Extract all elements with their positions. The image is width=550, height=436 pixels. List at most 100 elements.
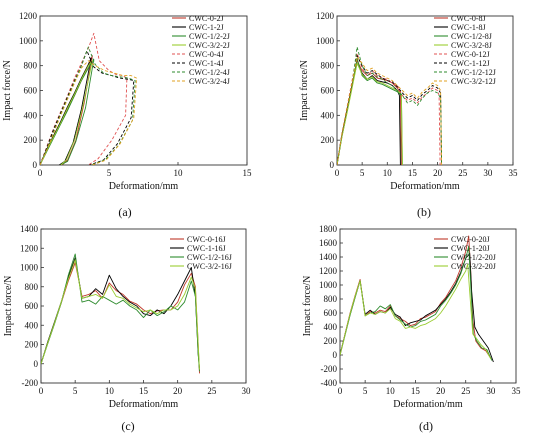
- legend-label: CWC-1/2-20J: [451, 253, 496, 262]
- y-tick-label: 0: [333, 350, 338, 360]
- series-line: [41, 259, 200, 370]
- series-group: [41, 253, 200, 374]
- y-tick-label: 800: [24, 61, 38, 71]
- caption-a: (a): [118, 205, 131, 219]
- legend-label: CWC-3/2-20J: [451, 262, 496, 271]
- y-tick-label: 200: [25, 340, 39, 350]
- y-tick-label: 1200: [19, 11, 38, 21]
- legend-label: CWC-3/2-8J: [451, 41, 492, 50]
- y-tick-label: 1800: [319, 224, 338, 234]
- series-line: [41, 253, 200, 372]
- y-tick-label: 1000: [319, 280, 338, 290]
- y-tick-label: 600: [324, 308, 338, 318]
- y-tick-label: 1400: [319, 252, 338, 262]
- y-axis-label: Impact force/N: [299, 60, 310, 121]
- plot-frame: [339, 228, 517, 384]
- series-line: [337, 46, 443, 165]
- series-line: [41, 262, 200, 374]
- x-axis-label: Deformation/mm: [109, 181, 179, 192]
- y-tick-label: 400: [321, 110, 335, 120]
- x-tick-label: 30: [242, 386, 252, 396]
- legend: CWC-0-8JCWC-1-8JCWC-1/2-8JCWC-3/2-8JCWC-…: [434, 14, 496, 86]
- legend-label: CWC-0-4J: [189, 50, 224, 59]
- series-line: [41, 257, 200, 369]
- y-tick-label: 200: [324, 336, 338, 346]
- x-tick-label: 15: [243, 168, 253, 178]
- legend: CWC-0-2JCWC-1-2JCWC-1/2-2JCWC-3/2-2JCWC-…: [172, 14, 230, 86]
- legend-label: CWC-3/2-4J: [189, 77, 230, 86]
- legend-label: CWC-1-4J: [189, 59, 224, 68]
- y-tick-label: 1400: [20, 224, 39, 234]
- x-tick-label: 10: [383, 168, 393, 178]
- x-tick-label: 5: [363, 386, 368, 396]
- x-tick-label: 25: [207, 386, 217, 396]
- x-tick-label: 5: [360, 168, 365, 178]
- x-tick-label: 5: [73, 386, 78, 396]
- y-tick-label: 1200: [20, 243, 39, 253]
- series-group: [40, 32, 138, 165]
- caption-b: (b): [417, 205, 431, 219]
- y-tick-label: 0: [33, 160, 38, 170]
- legend-label: CWC-0-20J: [451, 235, 490, 244]
- legend-label: CWC-0-16J: [187, 235, 226, 244]
- panel-a: 0 200 400 600 800 1000 1200 0 5 10 15 Deformation/m…: [2, 11, 252, 192]
- x-tick-label: 0: [39, 386, 44, 396]
- y-axis-label: Impact force/N: [2, 60, 13, 121]
- y-tick-label: 200: [321, 135, 335, 145]
- y-tick-label: 200: [24, 135, 38, 145]
- series-line: [40, 59, 95, 165]
- legend-label: CWC-1/2-2J: [189, 32, 230, 41]
- x-tick-label: 15: [139, 386, 149, 396]
- series-line: [340, 263, 492, 360]
- y-tick-label: 1000: [316, 36, 335, 46]
- y-tick-label: 0: [34, 359, 39, 369]
- series-line: [337, 56, 443, 165]
- caption-c: (c): [121, 419, 134, 433]
- y-tick-label: 1200: [319, 266, 338, 276]
- legend-label: CWC-1/2-4J: [189, 68, 230, 77]
- x-tick-label: 0: [335, 168, 340, 178]
- y-tick-label: -400: [321, 378, 338, 388]
- legend-label: CWC-1-20J: [451, 244, 490, 253]
- x-tick-label: 20: [436, 386, 446, 396]
- y-tick-label: 600: [25, 301, 39, 311]
- plot-frame: [336, 15, 514, 166]
- x-axis-label: Deformation/mm: [393, 399, 463, 410]
- legend-label: CWC-1-16J: [187, 244, 226, 253]
- y-tick-label: 400: [24, 110, 38, 120]
- series-line: [40, 32, 128, 165]
- x-tick-label: 30: [483, 168, 493, 178]
- y-tick-label: 800: [321, 61, 335, 71]
- series-group: [337, 46, 443, 165]
- legend-label: CWC-3/2-2J: [189, 41, 230, 50]
- x-tick-label: 25: [458, 168, 468, 178]
- y-tick-label: 600: [24, 86, 38, 96]
- x-tick-label: 30: [486, 386, 496, 396]
- y-axis-label: Impact force/N: [302, 276, 313, 337]
- x-tick-label: 15: [408, 168, 418, 178]
- legend-label: CWC-1-2J: [189, 23, 224, 32]
- y-tick-label: 400: [25, 320, 39, 330]
- series-line: [40, 50, 135, 165]
- series-line: [337, 52, 441, 165]
- y-tick-label: 1000: [20, 263, 39, 273]
- x-tick-label: 10: [386, 386, 396, 396]
- y-tick-label: 1600: [319, 238, 338, 248]
- x-axis-label: Deformation/mm: [390, 181, 460, 192]
- y-axis-label: Impact force/N: [3, 276, 14, 337]
- caption-d: (d): [419, 419, 433, 433]
- y-tick-label: 600: [321, 86, 335, 96]
- x-axis-label: Deformation/mm: [109, 399, 179, 410]
- y-tick-label: 400: [324, 322, 338, 332]
- y-tick-label: 800: [324, 294, 338, 304]
- x-tick-label: 20: [433, 168, 443, 178]
- series-line: [40, 60, 93, 165]
- legend-label: CWC-1-12J: [451, 59, 490, 68]
- y-tick-label: -200: [321, 364, 338, 374]
- x-tick-label: 20: [173, 386, 183, 396]
- legend-label: CWC-1/2-16J: [187, 253, 232, 262]
- legend-label: CWC-1/2-12J: [451, 68, 496, 77]
